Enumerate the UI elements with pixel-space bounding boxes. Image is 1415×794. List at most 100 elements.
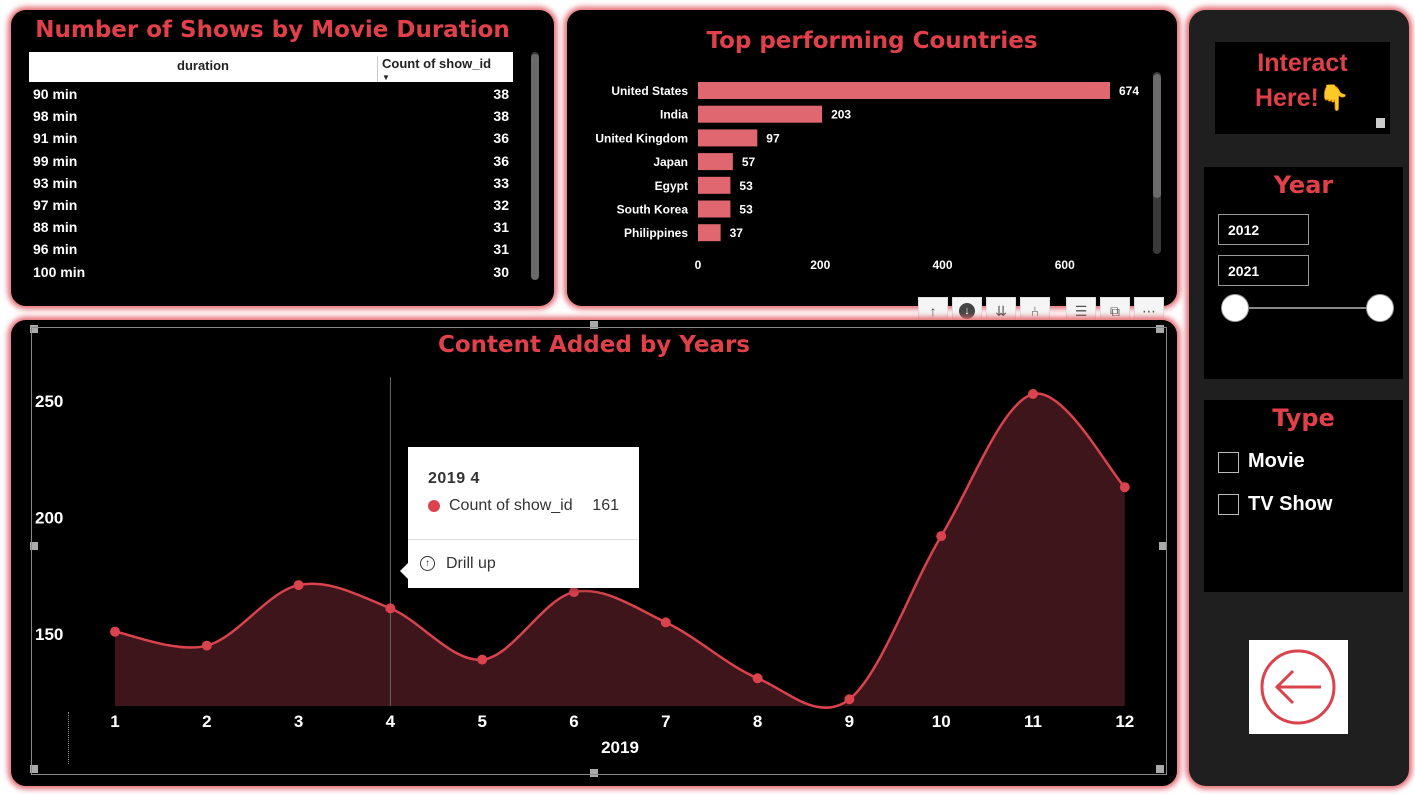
data-point[interactable] — [385, 603, 396, 614]
x-tick-label: 3 — [294, 712, 303, 731]
x-tick-label: 8 — [753, 712, 762, 731]
resize-handle[interactable] — [30, 765, 38, 773]
bar[interactable] — [698, 105, 823, 123]
duration-cell: 90 min — [33, 86, 78, 102]
count-cell: 36 — [493, 152, 509, 169]
bar-category-label: Egypt — [655, 179, 688, 193]
table-row[interactable]: 93 min 33 — [33, 175, 509, 197]
column-header-count[interactable]: Count of show_id ▼ — [377, 56, 513, 82]
x-tick-label: 4 — [386, 712, 396, 731]
x-tick-label: 10 — [932, 712, 951, 731]
resize-handle[interactable] — [1156, 325, 1164, 333]
x-tick-label: 200 — [810, 258, 830, 272]
back-button[interactable] — [1249, 640, 1348, 734]
y-tick-label: 250 — [35, 392, 63, 411]
year-slider-start-handle[interactable] — [1221, 294, 1249, 322]
bar[interactable] — [698, 176, 731, 194]
x-tick-label: 5 — [477, 712, 486, 731]
interact-banner[interactable]: Interact Here!👇 — [1215, 42, 1390, 134]
resize-dots — [68, 712, 69, 764]
resize-handle[interactable] — [590, 769, 598, 777]
resize-handle[interactable] — [590, 321, 598, 329]
tvshow-option-label[interactable]: TV Show — [1248, 493, 1333, 515]
area-fill — [115, 393, 1125, 708]
data-point[interactable] — [201, 640, 212, 651]
movie-option-label[interactable]: Movie — [1248, 450, 1305, 472]
year-slider-track[interactable] — [1236, 307, 1380, 309]
type-slicer: Type — [1204, 400, 1403, 592]
filter-icon: ☰ — [1074, 302, 1088, 319]
bar-scrollbar-thumb[interactable] — [1153, 74, 1161, 198]
data-point[interactable] — [660, 617, 671, 628]
count-cell: 33 — [493, 174, 509, 191]
duration-cell: 100 min — [33, 263, 86, 280]
bar[interactable] — [698, 153, 733, 171]
arrow-up-icon: ↑ — [929, 303, 937, 319]
bar-data-label: 674 — [1119, 84, 1139, 98]
data-point[interactable] — [844, 694, 855, 705]
table-row[interactable]: 100 min 30 — [33, 264, 509, 286]
series-dot-icon — [428, 500, 440, 512]
x-tick-label: 2 — [202, 712, 211, 731]
table-row[interactable]: 99 min 36 — [33, 153, 509, 175]
sort-desc-icon: ▼ — [382, 73, 390, 82]
bar-data-label: 53 — [739, 203, 753, 217]
bar-category-label: United States — [611, 84, 688, 98]
duration-cell: 98 min — [33, 108, 78, 125]
count-cell: 36 — [493, 130, 509, 147]
duration-table-visual[interactable]: Number of Shows by Movie Duration durati… — [10, 9, 555, 307]
bar-data-label: 53 — [739, 179, 753, 193]
x-tick-label: 1 — [110, 712, 119, 731]
resize-handle[interactable] — [30, 542, 38, 550]
data-point[interactable] — [293, 580, 304, 591]
year-from-input[interactable]: 2012 — [1218, 214, 1309, 245]
count-cell: 31 — [493, 241, 509, 258]
bar[interactable] — [698, 82, 1110, 99]
year-to-input[interactable]: 2021 — [1218, 255, 1309, 286]
table-row[interactable]: 90 min 38 — [33, 86, 509, 108]
bar[interactable] — [698, 200, 731, 218]
bar-category-label: India — [660, 108, 688, 122]
data-point[interactable] — [569, 587, 579, 598]
year-slider-end-handle[interactable] — [1366, 294, 1394, 322]
x-tick-label: 0 — [695, 258, 702, 272]
data-point[interactable] — [110, 626, 120, 637]
bar-data-label: 203 — [831, 108, 851, 122]
data-point[interactable] — [1028, 389, 1038, 400]
x-tick-label: 600 — [1055, 258, 1075, 272]
arrow-up-circle-icon: ↑ — [420, 556, 435, 571]
y-tick-label: 200 — [35, 509, 63, 528]
chart-tooltip: 2019 4 Count of show_id 161 ↑ Drill up — [400, 447, 639, 588]
duration-cell: 96 min — [33, 241, 78, 258]
data-point[interactable] — [1119, 482, 1130, 493]
table-title: Number of Shows by Movie Duration — [35, 17, 510, 43]
resize-handle[interactable] — [1156, 765, 1164, 773]
bar[interactable] — [698, 129, 758, 147]
data-point[interactable] — [752, 673, 763, 684]
year-slicer: Year — [1204, 167, 1403, 379]
data-point[interactable] — [477, 654, 488, 665]
count-cell: 31 — [493, 219, 509, 236]
tvshow-checkbox[interactable] — [1218, 494, 1239, 515]
table-row[interactable]: 88 min 31 — [33, 219, 509, 241]
movie-checkbox[interactable] — [1218, 452, 1239, 473]
table-scrollbar-thumb[interactable] — [531, 54, 539, 280]
bar[interactable] — [698, 224, 721, 242]
table-row[interactable]: 98 min 38 — [33, 108, 509, 130]
tooltip-series-label: Count of show_id — [449, 497, 573, 514]
count-cell: 38 — [493, 108, 509, 125]
table-row[interactable]: 97 min 32 — [33, 197, 509, 219]
resize-handle[interactable] — [1159, 542, 1167, 550]
count-cell: 38 — [493, 86, 509, 102]
line-chart-title: Content Added by Years — [438, 332, 750, 358]
resize-handle[interactable] — [30, 325, 38, 333]
duration-cell: 97 min — [33, 197, 78, 213]
table-row[interactable]: 91 min 36 — [33, 130, 509, 152]
hierarchy-icon: ⑃ — [1030, 303, 1040, 319]
corner-handle-icon — [1376, 118, 1385, 128]
countries-bar-visual[interactable]: Top performing Countries United States 67… — [566, 9, 1178, 307]
drill-up-action[interactable]: ↑ Drill up — [420, 554, 660, 578]
column-header-duration[interactable]: duration — [177, 58, 229, 73]
table-row[interactable]: 96 min 31 — [33, 241, 509, 263]
data-point[interactable] — [936, 531, 947, 542]
